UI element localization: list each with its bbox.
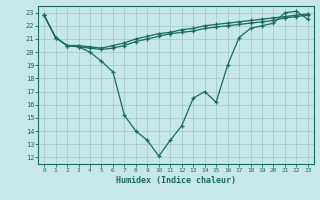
- X-axis label: Humidex (Indice chaleur): Humidex (Indice chaleur): [116, 176, 236, 185]
